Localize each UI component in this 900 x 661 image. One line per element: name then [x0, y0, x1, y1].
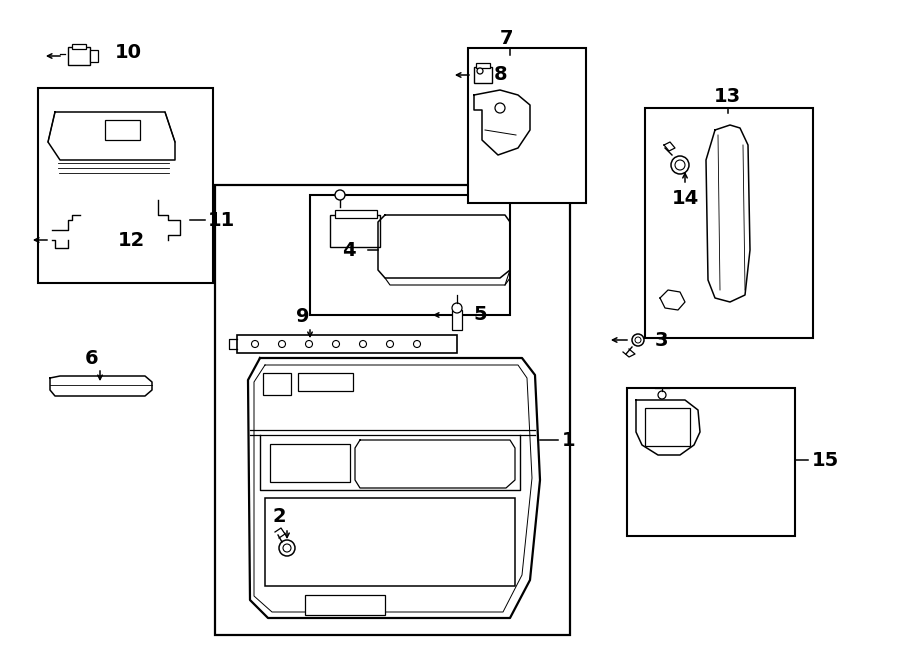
Text: 8: 8 [494, 65, 508, 85]
Circle shape [495, 103, 505, 113]
Bar [645, 108, 813, 338]
Bar [270, 444, 350, 482]
Bar [330, 215, 380, 247]
Bar [263, 373, 291, 395]
Circle shape [675, 160, 685, 170]
Circle shape [452, 303, 462, 313]
Text: 14: 14 [672, 188, 699, 208]
Text: 3: 3 [655, 330, 669, 350]
Bar [468, 48, 586, 203]
Text: 6: 6 [85, 348, 99, 368]
Bar [38, 88, 213, 283]
Circle shape [635, 337, 641, 343]
Bar [310, 195, 510, 315]
Text: 13: 13 [714, 87, 741, 106]
Bar [215, 185, 570, 635]
Bar [237, 335, 457, 353]
Bar [645, 408, 690, 446]
Bar [476, 63, 490, 68]
Bar [305, 595, 385, 615]
Bar [265, 498, 515, 586]
Circle shape [413, 340, 420, 348]
Bar [298, 373, 353, 391]
Circle shape [477, 68, 483, 74]
Circle shape [305, 340, 312, 348]
Text: 7: 7 [500, 28, 514, 48]
Circle shape [386, 340, 393, 348]
Text: 11: 11 [208, 210, 235, 229]
Bar [68, 47, 90, 65]
Circle shape [278, 340, 285, 348]
Circle shape [632, 334, 644, 346]
Text: 4: 4 [342, 241, 356, 260]
Circle shape [283, 544, 291, 552]
Text: 5: 5 [473, 305, 487, 325]
Text: 9: 9 [296, 307, 310, 325]
Circle shape [658, 391, 666, 399]
Bar [474, 67, 492, 83]
Text: 15: 15 [812, 451, 839, 469]
Circle shape [671, 156, 689, 174]
Circle shape [359, 340, 366, 348]
Bar [105, 120, 140, 140]
Text: 2: 2 [272, 506, 285, 525]
Circle shape [335, 190, 345, 200]
Text: 10: 10 [115, 42, 142, 61]
Circle shape [332, 340, 339, 348]
Text: 12: 12 [118, 231, 145, 249]
Circle shape [279, 540, 295, 556]
Bar [90, 50, 98, 62]
Bar [72, 44, 86, 49]
Circle shape [251, 340, 258, 348]
Bar [452, 310, 462, 330]
Text: 1: 1 [562, 430, 576, 449]
Bar [335, 210, 377, 218]
Bar [627, 388, 795, 536]
